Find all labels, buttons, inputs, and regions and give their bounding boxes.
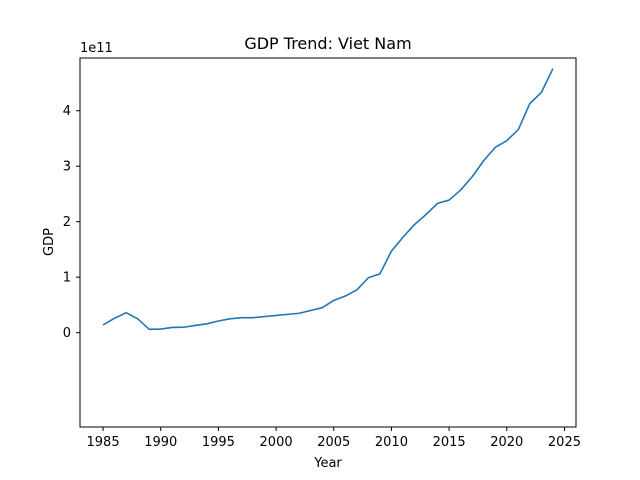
y-tick-label: 4 — [63, 104, 71, 119]
x-tick-label: 1985 — [87, 435, 120, 450]
x-tick-label: 2015 — [433, 435, 466, 450]
x-tick-label: 1990 — [144, 435, 177, 450]
x-tick-label: 2020 — [490, 435, 523, 450]
x-tick-label: 1995 — [202, 435, 235, 450]
y-axis-title: GDP — [42, 228, 57, 256]
x-tick-label: 2010 — [375, 435, 408, 450]
series-line-0 — [102, 68, 554, 331]
x-tick-label: 2005 — [317, 435, 350, 450]
y-tick-label: 0 — [63, 326, 71, 341]
y-tick-label: 1 — [63, 271, 71, 286]
plot-frame — [79, 57, 577, 428]
x-tick-label: 2025 — [548, 435, 581, 450]
y-tick-label: 2 — [63, 215, 71, 230]
plot-area — [102, 68, 554, 331]
x-tick-label: 2000 — [260, 435, 293, 450]
x-axis-title: Year — [313, 456, 342, 471]
chart-title: GDP Trend: Viet Nam — [244, 34, 411, 53]
y-offset-label: 1e11 — [80, 41, 113, 56]
y-axis: 0 1 2 3 4 — [63, 104, 80, 341]
y-tick-label: 3 — [63, 160, 71, 175]
x-axis: 1985 1990 1995 2000 2005 2010 2015 2020 2025 — [87, 427, 581, 450]
